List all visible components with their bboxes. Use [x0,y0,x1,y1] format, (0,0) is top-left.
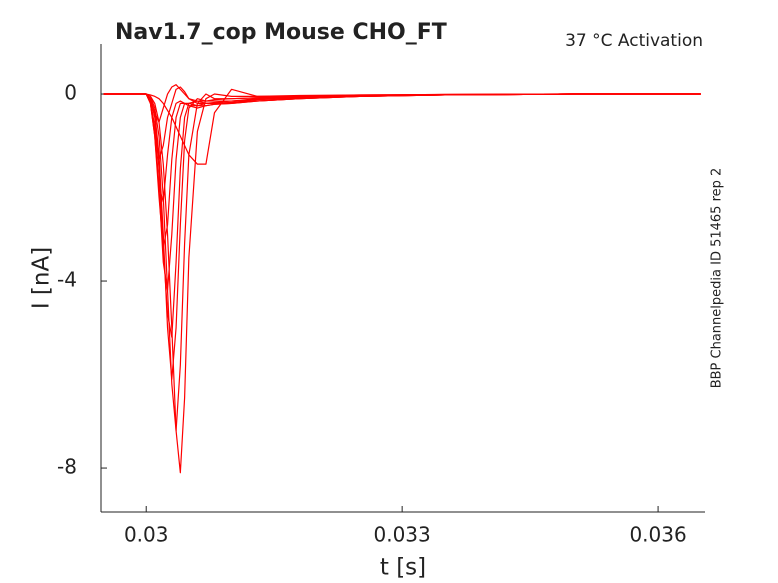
trace-line [103,93,701,474]
x-axis-label: t [s] [380,555,426,581]
y-tick-label: -8 [57,455,77,479]
y-axis-label: I [nA] [29,247,55,309]
x-tick-label: 0.03 [124,523,169,547]
annotation: BBP Channelpedia ID 51465 rep 2 [710,168,725,389]
y-tick-label: 0 [64,81,77,105]
trace-line [103,93,701,380]
trace-line [103,93,701,203]
trace-line [103,93,701,432]
x-tick-label: 0.036 [629,523,686,547]
trace-line [103,86,701,161]
trace-line [103,88,701,165]
chart-subtitle: 37 °C Activation [565,31,703,51]
trace-line [103,93,701,249]
x-tick-label: 0.033 [374,523,431,547]
chart-title: Nav1.7_cop Mouse CHO_FT [115,20,447,45]
y-tick-label: -4 [57,268,77,292]
